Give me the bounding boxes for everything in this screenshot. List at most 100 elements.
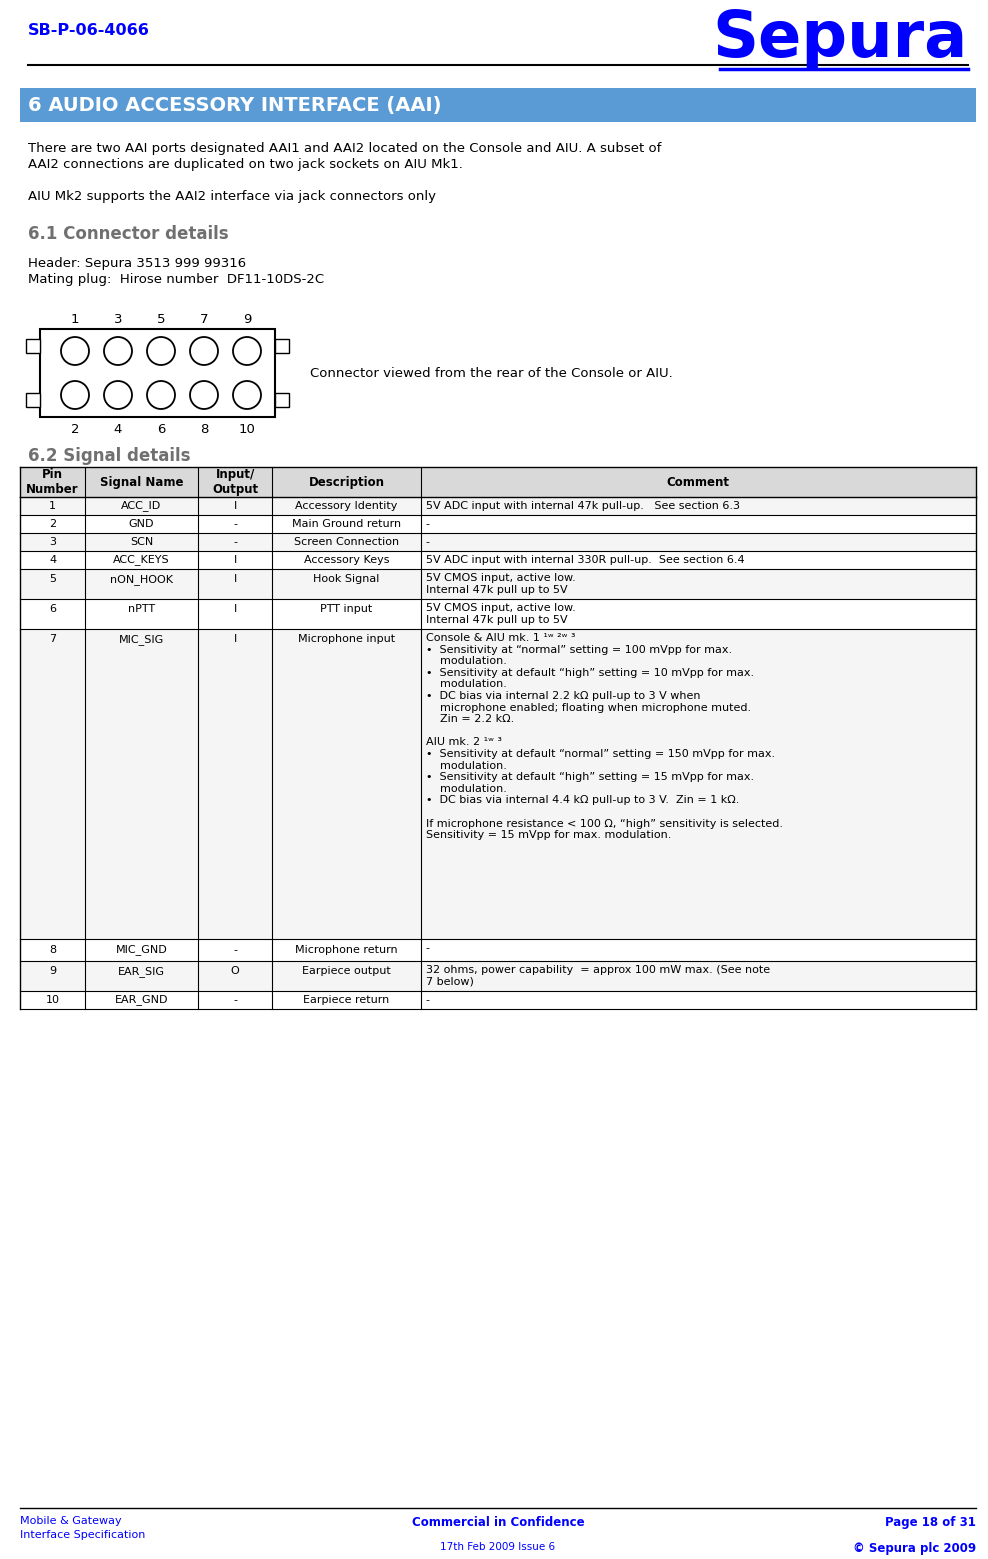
Text: 7: 7 — [49, 635, 56, 644]
Text: ACC_ID: ACC_ID — [122, 500, 161, 511]
Text: I: I — [233, 635, 237, 644]
Bar — [20, 497, 976, 514]
Text: AAI2 connections are duplicated on two jack sockets on AIU Mk1.: AAI2 connections are duplicated on two j… — [28, 157, 462, 171]
Bar — [20, 992, 976, 1009]
Text: Commercial in Confidence: Commercial in Confidence — [412, 1515, 584, 1529]
Text: -: - — [426, 995, 430, 1006]
Text: 9: 9 — [49, 967, 56, 976]
Text: Connector viewed from the rear of the Console or AIU.: Connector viewed from the rear of the Co… — [310, 366, 673, 379]
Text: Microphone return: Microphone return — [295, 945, 398, 956]
Text: SB-P-06-4066: SB-P-06-4066 — [28, 22, 150, 37]
Text: 6: 6 — [49, 603, 56, 614]
Text: 9: 9 — [243, 313, 251, 326]
Text: nPTT: nPTT — [127, 603, 155, 614]
Circle shape — [104, 380, 132, 408]
Text: 1: 1 — [49, 500, 56, 511]
Bar — [20, 599, 976, 628]
Text: 5V CMOS input, active low.
Internal 47k pull up to 5V: 5V CMOS input, active low. Internal 47k … — [426, 574, 575, 594]
Text: I: I — [233, 500, 237, 511]
Text: AIU Mk2 supports the AAI2 interface via jack connectors only: AIU Mk2 supports the AAI2 interface via … — [28, 190, 436, 203]
Circle shape — [147, 337, 175, 365]
Text: 10: 10 — [238, 422, 256, 437]
Text: Earpiece return: Earpiece return — [303, 995, 389, 1006]
Bar — [40, 329, 275, 416]
Text: 7: 7 — [200, 313, 208, 326]
Text: MIC_GND: MIC_GND — [116, 945, 167, 956]
Text: Console & AIU mk. 1 ¹ʷ ²ʷ ³
•  Sensitivity at “normal” setting = 100 mVpp for ma: Console & AIU mk. 1 ¹ʷ ²ʷ ³ • Sensitivit… — [426, 633, 782, 840]
Text: Mobile & Gateway: Mobile & Gateway — [20, 1515, 122, 1526]
Bar — [20, 960, 976, 992]
Text: Pin
Number: Pin Number — [27, 468, 79, 496]
Text: 32 ohms, power capability  = approx 100 mW max. (See note
7 below): 32 ohms, power capability = approx 100 m… — [426, 965, 770, 987]
Text: I: I — [233, 555, 237, 564]
Text: Description: Description — [308, 475, 384, 488]
Text: 5: 5 — [157, 313, 165, 326]
Text: I: I — [233, 603, 237, 614]
Circle shape — [233, 380, 261, 408]
Bar — [275, 338, 289, 352]
Circle shape — [61, 380, 89, 408]
Text: 2: 2 — [71, 422, 79, 437]
Text: I: I — [233, 574, 237, 585]
Text: 3: 3 — [49, 536, 56, 547]
Text: 8: 8 — [49, 945, 56, 956]
Text: Signal Name: Signal Name — [100, 475, 183, 488]
Text: Input/
Output: Input/ Output — [212, 468, 258, 496]
Bar — [20, 939, 976, 960]
Text: -: - — [233, 945, 237, 956]
Bar — [275, 393, 289, 407]
Text: Accessory Keys: Accessory Keys — [303, 555, 389, 564]
Text: 5: 5 — [49, 574, 56, 585]
Text: PTT input: PTT input — [320, 603, 372, 614]
Text: EAR_SIG: EAR_SIG — [118, 967, 165, 977]
Text: ACC_KEYS: ACC_KEYS — [113, 555, 170, 566]
Text: nON_HOOK: nON_HOOK — [110, 574, 173, 585]
Text: 1: 1 — [71, 313, 79, 326]
Text: Sepura: Sepura — [712, 8, 968, 70]
Text: 6.2 Signal details: 6.2 Signal details — [28, 447, 191, 465]
Bar — [26, 338, 40, 352]
Text: 6 AUDIO ACCESSORY INTERFACE (AAI): 6 AUDIO ACCESSORY INTERFACE (AAI) — [28, 95, 442, 114]
Bar — [20, 468, 976, 497]
Bar — [20, 533, 976, 550]
Text: -: - — [233, 536, 237, 547]
Text: 6.1 Connector details: 6.1 Connector details — [28, 224, 228, 243]
Text: 5V ADC input with internal 47k pull-up.   See section 6.3: 5V ADC input with internal 47k pull-up. … — [426, 500, 740, 511]
Text: Mating plug:  Hirose number  DF11-10DS-2C: Mating plug: Hirose number DF11-10DS-2C — [28, 273, 324, 285]
Bar — [20, 550, 976, 569]
Text: 5V ADC input with internal 330R pull-up.  See section 6.4: 5V ADC input with internal 330R pull-up.… — [426, 555, 744, 564]
Text: 5V CMOS input, active low.
Internal 47k pull up to 5V: 5V CMOS input, active low. Internal 47k … — [426, 603, 575, 625]
Text: 3: 3 — [114, 313, 123, 326]
Text: Main Ground return: Main Ground return — [291, 519, 401, 529]
Text: MIC_SIG: MIC_SIG — [119, 635, 164, 645]
Bar — [20, 514, 976, 533]
Text: Screen Connection: Screen Connection — [293, 536, 399, 547]
Text: Comment: Comment — [667, 475, 730, 488]
Text: 4: 4 — [49, 555, 56, 564]
Text: -: - — [426, 536, 430, 547]
Circle shape — [190, 380, 218, 408]
Bar — [26, 393, 40, 407]
Circle shape — [147, 380, 175, 408]
Text: Hook Signal: Hook Signal — [313, 574, 379, 585]
Text: -: - — [426, 519, 430, 529]
Text: O: O — [231, 967, 239, 976]
Text: SCN: SCN — [129, 536, 153, 547]
Bar — [20, 87, 976, 122]
Text: 6: 6 — [157, 422, 165, 437]
Circle shape — [233, 337, 261, 365]
Text: -: - — [426, 943, 430, 953]
Text: 8: 8 — [200, 422, 208, 437]
Text: 17th Feb 2009 Issue 6: 17th Feb 2009 Issue 6 — [441, 1542, 555, 1553]
Text: Microphone input: Microphone input — [298, 635, 395, 644]
Text: Earpiece output: Earpiece output — [302, 967, 391, 976]
Circle shape — [104, 337, 132, 365]
Text: GND: GND — [128, 519, 154, 529]
Text: EAR_GND: EAR_GND — [115, 995, 168, 1006]
Text: © Sepura plc 2009: © Sepura plc 2009 — [853, 1542, 976, 1554]
Text: Accessory Identity: Accessory Identity — [295, 500, 397, 511]
Text: Page 18 of 31: Page 18 of 31 — [885, 1515, 976, 1529]
Text: Header: Sepura 3513 999 99316: Header: Sepura 3513 999 99316 — [28, 257, 246, 270]
Bar — [20, 569, 976, 599]
Text: Interface Specification: Interface Specification — [20, 1529, 145, 1540]
